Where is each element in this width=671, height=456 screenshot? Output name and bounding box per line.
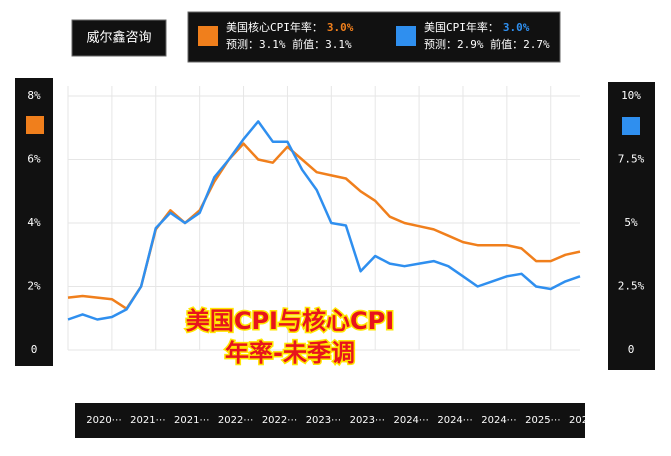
x-tick-label: 2022⋯ bbox=[218, 415, 253, 426]
chart-title: 年率-未季调 bbox=[225, 339, 355, 367]
y-tick-label: 6% bbox=[27, 153, 41, 166]
x-axis-box bbox=[75, 403, 585, 438]
legend-name: 美国核心CPI年率： bbox=[226, 20, 323, 34]
legend-box bbox=[187, 11, 561, 63]
legend-swatch bbox=[396, 26, 416, 46]
legend-note: 预测：2.9% 前值：2.7% bbox=[424, 37, 550, 51]
legend-swatch bbox=[198, 26, 218, 46]
x-tick-label: 2024⋯ bbox=[393, 415, 428, 426]
brand: 威尔鑫咨询 bbox=[86, 30, 151, 46]
y2-tick-label: 0 bbox=[628, 343, 635, 356]
brand-box bbox=[71, 19, 167, 57]
series-line bbox=[67, 120, 581, 321]
y-tick-label: 2% bbox=[27, 280, 41, 293]
x-tick-label: 2022⋯ bbox=[262, 415, 297, 426]
y-tick-label: 4% bbox=[27, 216, 41, 229]
x-tick-label: 2021⋯ bbox=[130, 415, 165, 426]
legend-latest: 3.0% bbox=[327, 21, 354, 34]
x-tick-label: 2024⋯ bbox=[437, 415, 472, 426]
legend-swatch bbox=[622, 117, 640, 135]
x-tick-label: 2020⋯ bbox=[86, 415, 121, 426]
x-tick-label: 2025⋯ bbox=[525, 415, 560, 426]
legend-label: 美国CPI年率： 3.0% bbox=[424, 20, 530, 34]
y-tick-label: 8% bbox=[27, 89, 41, 102]
x-tick-label: 2024⋯ bbox=[481, 415, 516, 426]
y2-tick-label: 5% bbox=[624, 216, 638, 229]
y2-tick-label: 2.5% bbox=[618, 280, 645, 293]
x-tick-label: 2025⋯ bbox=[569, 415, 604, 426]
y-tick-label: 0 bbox=[31, 343, 38, 356]
x-tick-label: 2023⋯ bbox=[306, 415, 341, 426]
legend-latest: 3.0% bbox=[503, 21, 530, 34]
y2-tick-label: 10% bbox=[621, 89, 641, 102]
y2-tick-label: 7.5% bbox=[618, 153, 645, 166]
x-tick-label: 2021⋯ bbox=[174, 415, 209, 426]
legend-note: 预测：3.1% 前值：3.1% bbox=[226, 37, 352, 51]
legend-name: 美国CPI年率： bbox=[424, 20, 499, 34]
chart-title: 美国CPI与核心CPI bbox=[186, 307, 394, 335]
legend-swatch bbox=[26, 116, 44, 134]
x-tick-label: 2023⋯ bbox=[350, 415, 385, 426]
legend-label: 美国核心CPI年率： 3.0% bbox=[226, 20, 354, 34]
